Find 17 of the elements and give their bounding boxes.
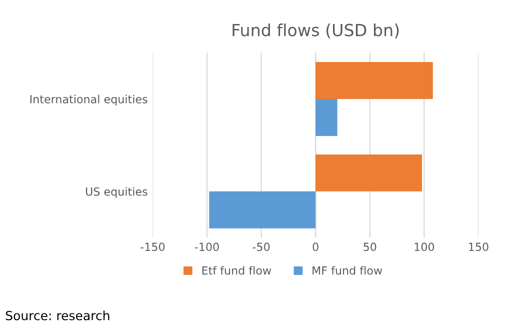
bar [316, 99, 338, 136]
x-tick-label: 0 [312, 242, 318, 252]
y-tick-label: International equities [30, 94, 148, 106]
x-tick-label: 100 [414, 242, 434, 252]
bar [209, 191, 316, 228]
x-tick-label: 150 [469, 242, 488, 252]
chart-title: Fund flows (USD bn) [232, 23, 399, 38]
y-tick-label: US equities [86, 187, 148, 198]
legend-label: Etf fund flow [202, 266, 272, 275]
x-tick-label: -100 [194, 242, 219, 252]
source-note: Source: research [6, 310, 110, 320]
legend-label: MF fund flow [312, 266, 382, 275]
x-tick-label: -50 [252, 242, 270, 252]
x-tick-label: 50 [364, 242, 376, 252]
bar [316, 62, 433, 99]
bar [316, 154, 422, 192]
x-tick-label: -150 [140, 242, 165, 252]
